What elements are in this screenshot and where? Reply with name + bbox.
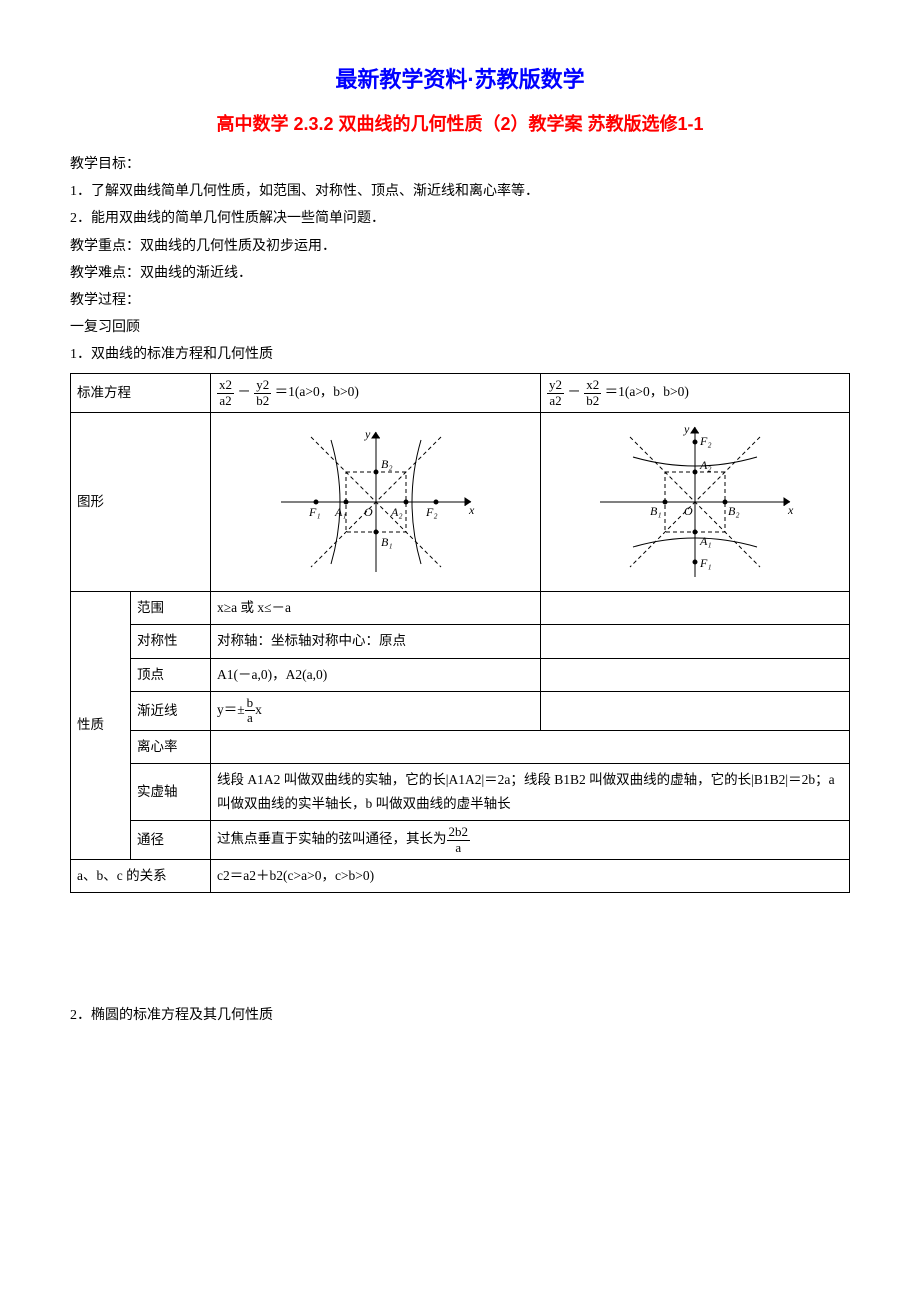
svg-text:F₁: F₁ [308,505,321,519]
svg-text:x: x [787,503,794,517]
vertex-val: A1(－a,0)，A2(a,0) [211,658,541,691]
figure-vertical: F₂ A₂ O A₁ F₁ B₁ B₂ x y [541,413,850,592]
std-eq-vertical: y2a2 － x2b2 ＝1(a>0，b>0) [541,374,850,413]
figure-horizontal: F₁ A₁ O A₂ F₂ B₂ B₁ x y [211,413,541,592]
table-row: 对称性 对称轴：坐标轴对称中心：原点 [71,625,850,658]
table-row: 渐近线 y＝±bax [71,691,850,730]
asymptote-val: y＝±bax [211,691,541,730]
svg-text:A₁: A₁ [699,534,712,548]
difficulty: 教学难点：双曲线的渐近线． [70,261,850,286]
axis-label: 实虚轴 [131,763,211,821]
title-sub: 高中数学 2.3.2 双曲线的几何性质（2）教学案 苏教版选修1-1 [70,108,850,140]
svg-text:A₂: A₂ [699,458,712,472]
latus-label: 通径 [131,821,211,860]
svg-text:F₂: F₂ [699,434,712,448]
svg-text:B₁: B₁ [381,535,393,549]
table-row: 实虚轴 线段 A1A2 叫做双曲线的实轴，它的长|A1A2|＝2a；线段 B1B… [71,763,850,821]
symmetry-val: 对称轴：坐标轴对称中心：原点 [211,625,541,658]
svg-text:O: O [684,504,693,518]
svg-text:y: y [683,422,690,436]
goal-1: 1．了解双曲线简单几何性质，如范围、对称性、顶点、渐近线和离心率等． [70,179,850,204]
symmetry-label: 对称性 [131,625,211,658]
range-val-2 [541,592,850,625]
std-eq-label: 标准方程 [71,374,211,413]
table-row: 图形 [71,413,850,592]
table-row: 顶点 A1(－a,0)，A2(a,0) [71,658,850,691]
svg-text:x: x [468,503,475,517]
abc-label: a、b、c 的关系 [71,860,211,893]
table-row: a、b、c 的关系 c2＝a2＋b2(c>a>0，c>b>0) [71,860,850,893]
review: 一复习回顾 [70,315,850,340]
std-eq-horizontal: x2a2 － y2b2 ＝1(a>0，b>0) [211,374,541,413]
svg-text:A₁: A₁ [334,505,347,519]
abc-val: c2＝a2＋b2(c>a>0，c>b>0) [211,860,850,893]
item-2: 2．椭圆的标准方程及其几何性质 [70,1003,850,1028]
svg-text:O: O [364,505,373,519]
process: 教学过程： [70,288,850,313]
latus-val: 过焦点垂直于实轴的弦叫通径，其长为2b2a [211,821,850,860]
table-row: 离心率 [71,730,850,763]
symmetry-val-2 [541,625,850,658]
svg-text:B₂: B₂ [728,504,740,518]
range-label: 范围 [131,592,211,625]
axis-val: 线段 A1A2 叫做双曲线的实轴，它的长|A1A2|＝2a；线段 B1B2 叫做… [211,763,850,821]
goal-2: 2．能用双曲线的简单几何性质解决一些简单问题． [70,206,850,231]
asymptote-val-2 [541,691,850,730]
svg-text:y: y [364,427,371,441]
svg-text:A₂: A₂ [390,505,403,519]
svg-text:F₁: F₁ [699,556,712,570]
hyperbola-horizontal-icon: F₁ A₁ O A₂ F₂ B₂ B₁ x y [271,422,481,582]
goal-label: 教学目标： [70,152,850,177]
table-row: 性质 范围 x≥a 或 x≤－a [71,592,850,625]
svg-text:B₁: B₁ [650,504,662,518]
focus: 教学重点：双曲线的几何性质及初步运用． [70,234,850,259]
eccentricity-val [211,730,850,763]
asymptote-label: 渐近线 [131,691,211,730]
item-1: 1．双曲线的标准方程和几何性质 [70,342,850,367]
eccentricity-label: 离心率 [131,730,211,763]
vertex-val-2 [541,658,850,691]
figure-label: 图形 [71,413,211,592]
hyperbola-vertical-icon: F₂ A₂ O A₁ F₁ B₁ B₂ x y [590,417,800,587]
svg-text:B₂: B₂ [381,457,393,471]
title-main: 最新教学资料·苏教版数学 [70,60,850,100]
properties-table: 标准方程 x2a2 － y2b2 ＝1(a>0，b>0) y2a2 － x2b2… [70,373,850,893]
range-val: x≥a 或 x≤－a [211,592,541,625]
vertex-label: 顶点 [131,658,211,691]
table-row: 标准方程 x2a2 － y2b2 ＝1(a>0，b>0) y2a2 － x2b2… [71,374,850,413]
table-row: 通径 过焦点垂直于实轴的弦叫通径，其长为2b2a [71,821,850,860]
properties-label: 性质 [71,592,131,860]
svg-text:F₂: F₂ [425,505,438,519]
